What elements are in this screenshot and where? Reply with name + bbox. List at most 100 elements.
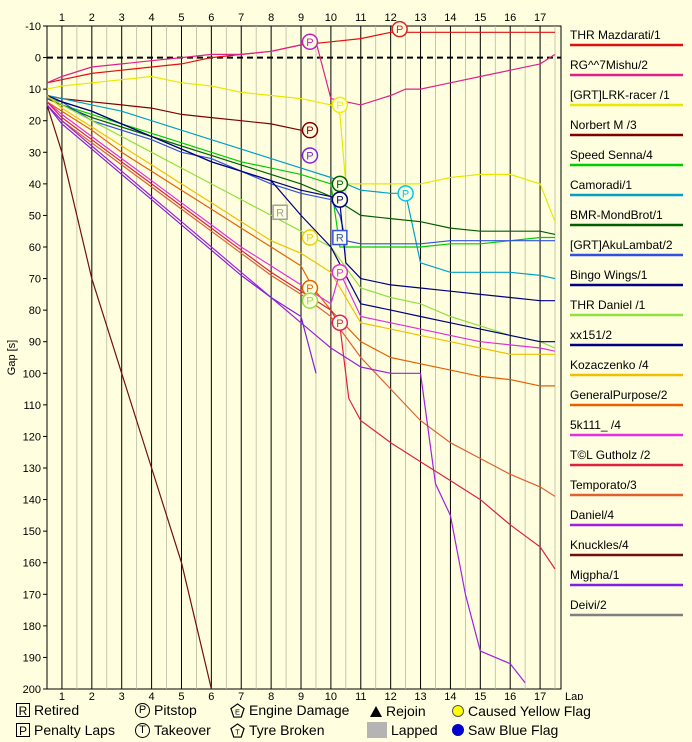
pitstop-marker xyxy=(301,121,319,139)
takeover-icon: T xyxy=(135,722,150,738)
series-line xyxy=(46,95,555,355)
legend-entry-label: Temporato/3 xyxy=(570,478,637,492)
y-tick-label: 30 xyxy=(29,147,41,159)
pitstop-marker xyxy=(301,292,319,309)
pitstop-marker xyxy=(331,96,349,114)
x-tick-bottom: 2 xyxy=(89,691,95,700)
pitstop-marker xyxy=(331,175,349,193)
retired-icon: R xyxy=(16,703,30,718)
x-tick-top: 15 xyxy=(474,12,486,24)
legend-entry-label: T©L Gutholz /2 xyxy=(570,448,651,462)
marker-letter: P xyxy=(306,37,313,49)
series-line xyxy=(46,101,555,387)
marker-letter: P xyxy=(306,233,313,245)
blue-flag-icon xyxy=(452,724,464,736)
lapped-icon xyxy=(367,722,387,738)
pitstop-marker xyxy=(331,264,349,281)
key-retired: R Retired xyxy=(16,702,79,718)
y-tick-label: 200 xyxy=(23,684,41,696)
legend-entry-label: Knuckles/4 xyxy=(570,538,629,552)
pitstop-marker xyxy=(301,33,319,51)
engine-damage-icon: E xyxy=(230,702,245,718)
y-tick-label: 150 xyxy=(23,526,41,538)
x-tick-bottom: 9 xyxy=(298,691,304,700)
x-tick-bottom: 7 xyxy=(238,691,244,700)
y-tick-label: 0 xyxy=(35,53,41,65)
marker-letter: P xyxy=(336,267,343,279)
x-tick-top: 16 xyxy=(504,12,516,24)
legend-entry-label: RG^^7Mishu/2 xyxy=(570,58,648,72)
key-tyre-label: Tyre Broken xyxy=(249,722,325,738)
key-engine-label: Engine Damage xyxy=(249,702,350,718)
plot-area xyxy=(46,25,562,690)
key-tyre: T Tyre Broken xyxy=(230,722,324,738)
x-tick-bottom: 6 xyxy=(208,691,214,700)
key-engine: E Engine Damage xyxy=(230,702,349,718)
tyre-broken-letter: T xyxy=(235,727,240,736)
x-tick-bottom: 16 xyxy=(504,691,516,700)
series-line xyxy=(46,94,555,343)
y-tick-label: 70 xyxy=(29,274,41,286)
key-retired-label: Retired xyxy=(34,702,80,718)
marker-letter: R xyxy=(276,207,284,219)
retired-marker xyxy=(332,229,348,246)
key-rejoin: Rejoin xyxy=(370,703,426,719)
x-axis-label: Lap xyxy=(565,691,583,700)
x-tick-top: 5 xyxy=(178,12,184,24)
pitstop-marker xyxy=(397,185,414,202)
legend-entry-label: Camoradi/1 xyxy=(570,178,632,192)
y-tick-label: 130 xyxy=(23,463,41,475)
key-lapped-label: Lapped xyxy=(391,722,438,738)
key-yellow: Caused Yellow Flag xyxy=(452,703,591,719)
x-tick-top: 3 xyxy=(119,12,125,24)
key-takeover: T Takeover xyxy=(135,722,211,738)
rejoin-icon xyxy=(370,705,382,717)
pitstop-icon: P xyxy=(135,702,150,718)
series-line xyxy=(46,101,556,352)
x-tick-top: 4 xyxy=(149,12,155,24)
key-takeover-label: Takeover xyxy=(154,722,211,738)
x-tick-bottom: 13 xyxy=(414,691,426,700)
legend-entry-label: Deivi/2 xyxy=(570,598,607,612)
key-rejoin-label: Rejoin xyxy=(386,703,426,719)
legend-entry-label: Kozaczenko /4 xyxy=(570,358,649,372)
y-tick-label: 20 xyxy=(29,116,41,128)
marker-letter: P xyxy=(306,150,313,162)
legend-entry-label: Migpha/1 xyxy=(570,568,620,582)
key-blue-label: Saw Blue Flag xyxy=(468,722,559,738)
x-tick-top: 8 xyxy=(268,12,274,24)
key-penalty: P Penalty Laps xyxy=(16,722,115,738)
tyre-broken-icon: T xyxy=(230,722,245,738)
legend-entry-label: GeneralPurpose/2 xyxy=(570,388,668,402)
legend-entry-label: xx151/2 xyxy=(570,328,612,342)
key-lapped: Lapped xyxy=(367,722,438,738)
gap-chart: 1122334455667788991010111112121313141415… xyxy=(6,12,683,700)
x-tick-bottom: 12 xyxy=(385,691,397,700)
marker-letter: P xyxy=(306,296,313,308)
x-tick-bottom: 14 xyxy=(444,691,456,700)
marker-letter: P xyxy=(306,283,313,295)
yellow-flag-icon xyxy=(452,705,464,717)
series-line xyxy=(46,94,302,131)
legend-entry-label: 5k111_ /4 xyxy=(570,418,621,432)
x-tick-top: 12 xyxy=(385,12,397,24)
pitstop-marker xyxy=(391,20,408,38)
x-tick-top: 1 xyxy=(59,12,65,24)
x-tick-bottom: 5 xyxy=(178,691,184,700)
key-yellow-label: Caused Yellow Flag xyxy=(468,703,591,719)
x-tick-top: 9 xyxy=(298,12,304,24)
marker-letter: P xyxy=(336,100,343,112)
y-tick-label: 120 xyxy=(23,431,41,443)
series-line xyxy=(46,104,317,374)
pitstop-marker xyxy=(301,229,319,246)
marker-letter: P xyxy=(336,195,343,207)
x-tick-bottom: 8 xyxy=(268,691,274,700)
marker-letter: P xyxy=(396,24,403,36)
key-blue: Saw Blue Flag xyxy=(452,722,558,738)
x-tick-top: 14 xyxy=(444,12,456,24)
x-tick-bottom: 15 xyxy=(474,691,486,700)
legend-entry-label: Speed Senna/4 xyxy=(570,148,653,162)
pitstop-marker xyxy=(331,314,349,332)
series-line xyxy=(46,98,556,235)
series-line xyxy=(46,94,556,349)
